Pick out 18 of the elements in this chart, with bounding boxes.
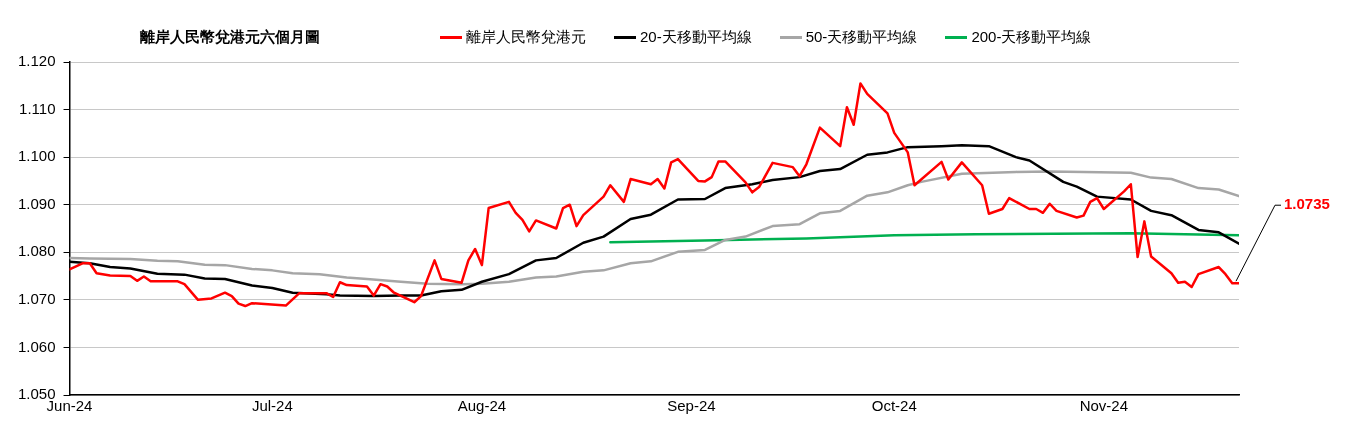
chart-title: 離岸人民幣兌港元六個月圖 <box>140 28 320 47</box>
y-tick-label: 1.090 <box>17 194 56 212</box>
annotation: 1.0735 <box>1284 195 1330 213</box>
y-tick-label: 1.070 <box>17 290 56 307</box>
x-tick-label: Sep-24 <box>667 397 716 415</box>
legend-label: 離岸人民幣兌港元 <box>466 28 586 47</box>
x-tick-label: Aug-24 <box>457 397 507 415</box>
legend-label: 20-天移動平均線 <box>640 28 752 47</box>
legend-label: 200-天移動平均線 <box>971 28 1092 47</box>
x-tick-label: Nov-24 <box>1079 397 1128 415</box>
legend-label: 50-天移動平均線 <box>805 28 918 47</box>
x-tick-label: Oct-24 <box>871 397 917 415</box>
y-tick-label: 1.100 <box>17 147 56 165</box>
y-tick-label: 1.120 <box>17 52 56 70</box>
y-tick-label: 1.060 <box>17 337 56 355</box>
y-tick-label: 1.110 <box>19 99 56 117</box>
y-tick-label: 1.080 <box>17 242 56 260</box>
x-tick-label: Jul-24 <box>251 397 293 415</box>
